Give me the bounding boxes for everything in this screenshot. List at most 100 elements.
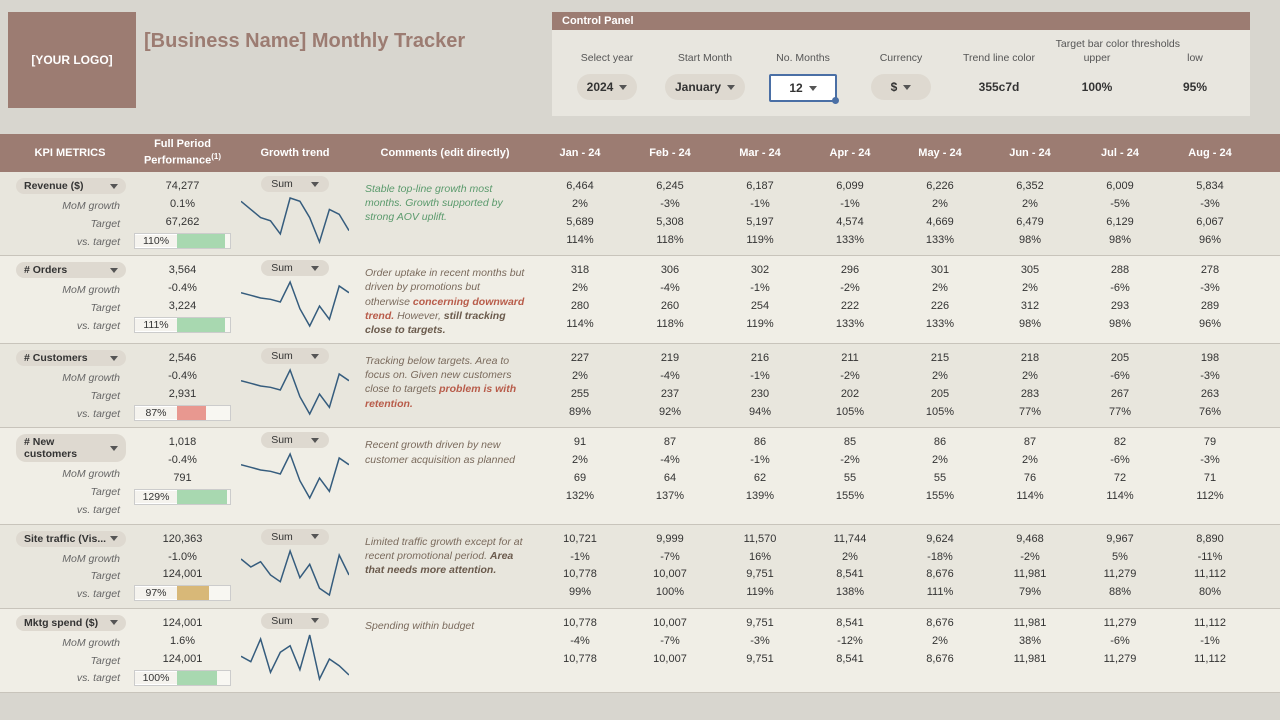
aggregation-dropdown[interactable]: Sum [261,260,329,276]
month-data-cell[interactable]: 10,778-4%10,778 [535,609,625,692]
month-data-cell[interactable]: 2182%28377% [985,344,1075,427]
selection-handle[interactable] [832,97,839,104]
chevron-down-icon [110,268,118,273]
month-data-cell[interactable]: 6,245-3%5,308118% [625,172,715,255]
aggregation-dropdown[interactable]: Sum [261,176,329,192]
data-value: 267 [1077,386,1163,404]
data-value: 6,067 [1167,214,1253,232]
month-data-cell[interactable]: 6,3522%6,47998% [985,172,1075,255]
comment-cell[interactable]: Limited traffic growth except for at rec… [355,525,535,608]
metric-block: Site traffic (Vis...MoM growthTargetvs. … [0,525,1280,609]
comment-cell[interactable]: Tracking below targets. Area to focus on… [355,344,535,427]
comment-cell[interactable]: Spending within budget [355,609,535,692]
vs-target-bar: 110% [134,233,231,249]
data-value: 80% [1167,584,1253,602]
month-data-cell[interactable]: 6,2262%4,669133% [895,172,985,255]
vs-target-bar: 100% [134,670,231,686]
month-data-cell[interactable]: 3052%31298% [985,256,1075,343]
chevron-down-icon [110,536,118,541]
month-data-cell[interactable]: 8,890-11%11,11280% [1165,525,1255,608]
month-header: Jun - 24 [985,147,1075,159]
month-data-cell[interactable]: 288-6%29398% [1075,256,1165,343]
kpi-name-dropdown[interactable]: # Orders [16,262,126,278]
thresholds-label: Target bar color thresholds [562,38,1240,50]
kpi-sublabel: Target [8,568,126,586]
month-data-cell[interactable]: 11,279-6%11,279 [1075,609,1165,692]
aggregation-dropdown[interactable]: Sum [261,432,329,448]
month-data-cell[interactable]: 912%69132% [535,428,625,523]
month-data-cell[interactable]: 5,834-3%6,06796% [1165,172,1255,255]
month-data-cell[interactable]: 216-1%23094% [715,344,805,427]
data-value: 119% [717,232,803,250]
month-data-cell[interactable]: 10,007-7%10,007 [625,609,715,692]
month-data-cell[interactable]: 2272%25589% [535,344,625,427]
cp-value-select-year[interactable]: 2024 [577,74,638,100]
month-data-cell[interactable]: 219-4%23792% [625,344,715,427]
comment-cell[interactable]: Recent growth driven by new customer acq… [355,428,535,523]
month-data-cell[interactable]: 211-2%202105% [805,344,895,427]
month-data-cell[interactable]: 2152%205105% [895,344,985,427]
month-data-cell[interactable]: 85-2%55155% [805,428,895,523]
month-data-cell[interactable]: 296-2%222133% [805,256,895,343]
month-data-cell[interactable]: 862%55155% [895,428,985,523]
month-data-cell[interactable]: 6,009-5%6,12998% [1075,172,1165,255]
month-data-cell[interactable]: 6,4642%5,689114% [535,172,625,255]
month-data-cell[interactable]: 6,187-1%5,197119% [715,172,805,255]
data-value: 10,778 [537,651,623,669]
cp-col-4: Trend line color355c7d [954,52,1044,102]
kpi-name-dropdown[interactable]: Revenue ($) [16,178,126,194]
month-data-cell[interactable]: 302-1%254119% [715,256,805,343]
comment-cell[interactable]: Order uptake in recent months but driven… [355,256,535,343]
comment-cell[interactable]: Stable top-line growth most months. Grow… [355,172,535,255]
aggregation-dropdown[interactable]: Sum [261,613,329,629]
data-value: -1% [717,452,803,470]
aggregation-dropdown[interactable]: Sum [261,529,329,545]
month-data-cell[interactable]: 9,999-7%10,007100% [625,525,715,608]
hdr-comment: Comments (edit directly) [355,147,535,159]
month-data-cell[interactable]: 3182%280114% [535,256,625,343]
month-data-cell[interactable]: 3012%226133% [895,256,985,343]
data-value: 119% [717,316,803,334]
month-data-cell[interactable]: 9,9675%11,27988% [1075,525,1165,608]
data-value: -12% [807,633,893,651]
month-data-cell[interactable]: 205-6%26777% [1075,344,1165,427]
month-data-cell[interactable]: 9,468-2%11,98179% [985,525,1075,608]
month-data-cell[interactable]: 8,6762%8,676 [895,609,985,692]
data-value: 2% [537,196,623,214]
month-data-cell[interactable]: 872%76114% [985,428,1075,523]
kpi-sublabel: MoM growth [8,282,126,300]
data-value: 6,129 [1077,214,1163,232]
month-data-cell[interactable]: 9,751-3%9,751 [715,609,805,692]
kpi-name-dropdown[interactable]: Mktg spend ($) [16,615,126,631]
cp-value-trend-line-color: 355c7d [969,74,1030,100]
month-data-cell[interactable]: 86-1%62139% [715,428,805,523]
cp-value-start-month[interactable]: January [665,74,745,100]
vs-target-label: 110% [135,235,177,247]
month-data-cell[interactable]: 82-6%72114% [1075,428,1165,523]
aggregation-dropdown[interactable]: Sum [261,348,329,364]
month-data-cell[interactable]: 306-4%260118% [625,256,715,343]
data-value: 6,464 [537,178,623,196]
month-data-cell[interactable]: 87-4%64137% [625,428,715,523]
month-data-cell[interactable]: 278-3%28996% [1165,256,1255,343]
month-data-cell[interactable]: 11,112-1%11,112 [1165,609,1255,692]
month-data-cell[interactable]: 11,7442%8,541138% [805,525,895,608]
month-data-cell[interactable]: 11,57016%9,751119% [715,525,805,608]
month-data-cell[interactable]: 198-3%26376% [1165,344,1255,427]
month-data-cell[interactable]: 79-3%71112% [1165,428,1255,523]
data-value: 16% [717,549,803,567]
month-data-cell[interactable]: 10,721-1%10,77899% [535,525,625,608]
perf-mom: 1.6% [134,633,231,651]
kpi-name-dropdown[interactable]: # Customers [16,350,126,366]
cp-value-currency[interactable]: $ [871,74,931,100]
month-data-cell[interactable]: 6,099-1%4,574133% [805,172,895,255]
kpi-name-dropdown[interactable]: Site traffic (Vis... [16,531,126,547]
cp-value-no-months[interactable]: 12 [769,74,836,102]
month-data-cell[interactable]: 8,541-12%8,541 [805,609,895,692]
month-data-cell[interactable]: 11,98138%11,981 [985,609,1075,692]
data-value: 218 [987,350,1073,368]
data-value: 114% [537,232,623,250]
month-data-cell[interactable]: 9,624-18%8,676111% [895,525,985,608]
sparkline-chart [241,278,349,330]
kpi-name-dropdown[interactable]: # New customers [16,434,126,462]
